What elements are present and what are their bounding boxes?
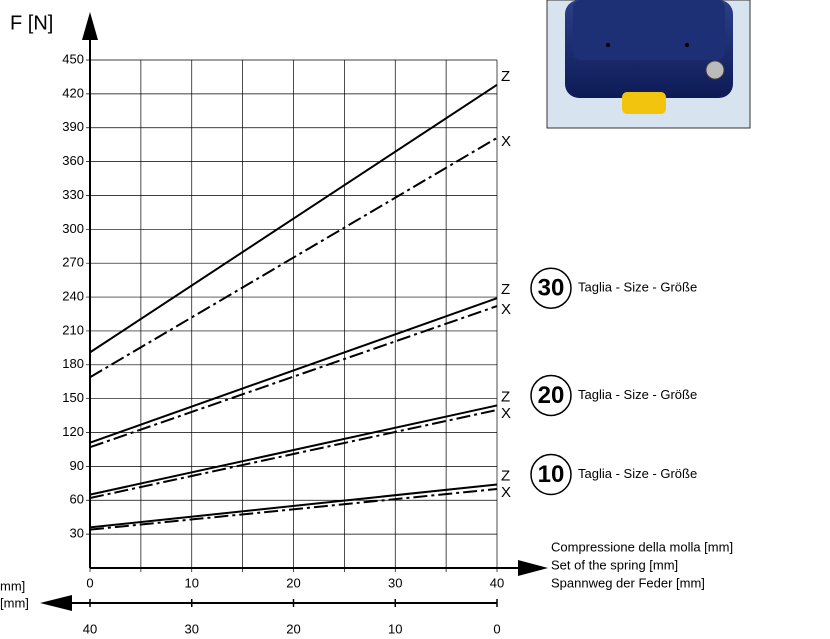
series-label: Z	[501, 68, 510, 85]
series-label: X	[501, 301, 511, 318]
size-number: 20	[538, 382, 565, 409]
x-axis-label: Set of the spring [mm]	[551, 557, 678, 572]
series-label: X	[501, 133, 511, 150]
y-tick-label: 120	[62, 424, 84, 439]
y-tick-label: 390	[62, 119, 84, 134]
size-label: Taglia - Size - Größe	[578, 466, 697, 481]
series-line	[89, 137, 498, 379]
x2-tick-label: 40	[83, 621, 97, 636]
size-number: 10	[538, 461, 565, 488]
series-line	[89, 83, 498, 354]
x-axis-arrow	[518, 560, 548, 576]
series-label: Z	[501, 388, 510, 405]
series-line	[89, 487, 498, 531]
y-tick-label: 420	[62, 85, 84, 100]
y-tick-label: 270	[62, 255, 84, 270]
x2-tick-label: 20	[286, 621, 300, 636]
y-tick-label: 30	[70, 526, 84, 541]
x-tick-label: 30	[388, 575, 402, 590]
series-line	[89, 297, 498, 444]
y-tick-label: 180	[62, 356, 84, 371]
size-circle	[530, 267, 572, 309]
y-tick-label: 150	[62, 390, 84, 405]
series-line	[89, 483, 498, 529]
y-axis-arrow	[82, 12, 98, 40]
size-circle	[530, 453, 572, 496]
y-tick-label: 90	[70, 458, 84, 473]
y-tick-label: 210	[62, 322, 84, 337]
x2-tick-label: 0	[493, 621, 500, 636]
series-label: Z	[501, 281, 510, 298]
x-axis-label: Spannweg der Feder [mm]	[551, 575, 705, 590]
series-line	[89, 408, 498, 499]
y-tick-label: 330	[62, 187, 84, 202]
x-axis-label: Compressione della molla [mm]	[551, 539, 733, 554]
x-tick-label: 20	[286, 575, 300, 590]
size-label: Taglia - Size - Größe	[578, 387, 697, 402]
x2-axis-arrow	[40, 595, 72, 611]
y-tick-label: 360	[62, 153, 84, 168]
x-tick-label: 0	[86, 575, 93, 590]
series-label: Z	[501, 467, 510, 484]
x2-tick-label: 30	[185, 621, 199, 636]
product-photo	[546, 0, 751, 129]
series-line	[89, 404, 498, 496]
x2-axis-label: mm]	[0, 578, 25, 593]
y-tick-label: 450	[62, 51, 84, 66]
x2-axis-label: [mm]	[0, 595, 29, 610]
y-tick-label: 300	[62, 221, 84, 236]
x-tick-label: 10	[185, 575, 199, 590]
series-line	[89, 305, 498, 449]
y-axis-label: F [N]	[10, 12, 53, 34]
x2-tick-label: 10	[388, 621, 402, 636]
series-label: X	[501, 484, 511, 501]
series-label: X	[501, 405, 511, 422]
size-circle	[530, 374, 572, 417]
y-tick-label: 60	[70, 492, 84, 507]
y-tick-label: 240	[62, 289, 84, 304]
size-number: 30	[538, 275, 565, 302]
x-tick-label: 40	[490, 575, 504, 590]
size-label: Taglia - Size - Größe	[578, 280, 697, 295]
